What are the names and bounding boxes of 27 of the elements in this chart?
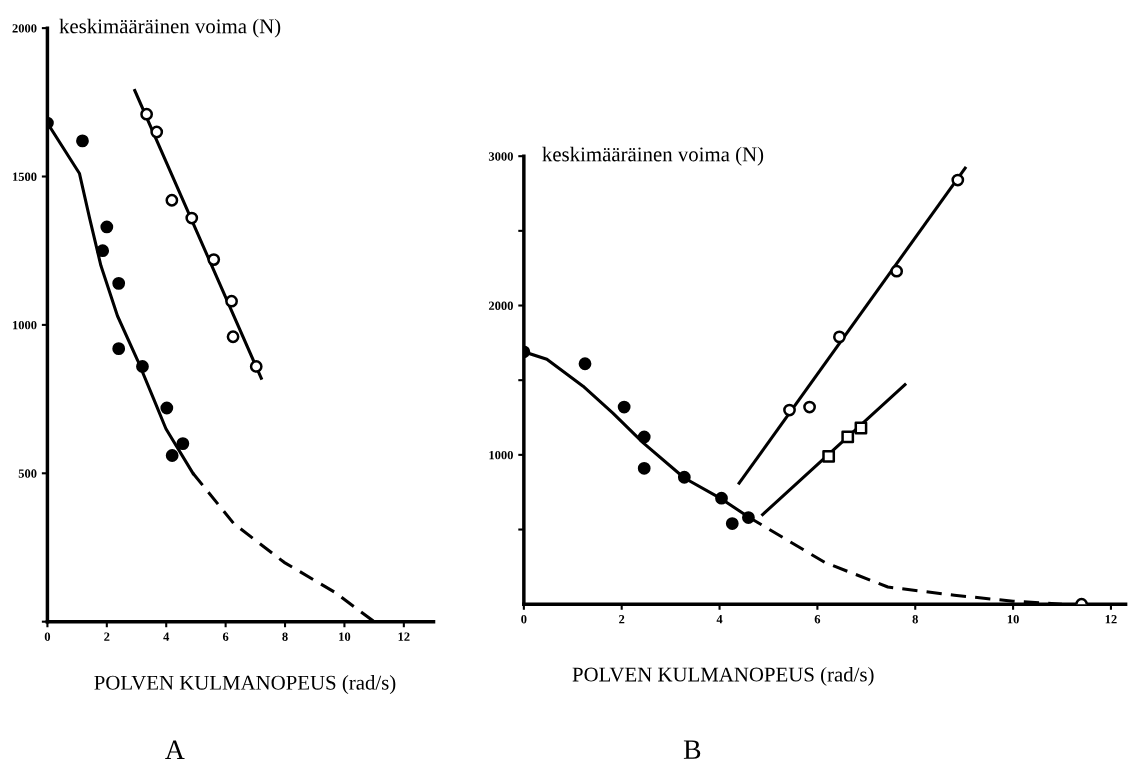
x-tick-label: 12 [1105,615,1117,624]
x-tick-label: 8 [282,632,288,641]
y-tick-label: 1000 [489,450,513,460]
text: B [683,740,701,759]
y-tick-label: 500 [18,469,37,478]
x-tick-label: 10 [339,632,351,641]
x-tick-label: 4 [716,615,723,624]
x-tick-label: 2 [104,632,110,641]
x-tick-label: 0 [44,632,51,641]
x-tick-label: 6 [814,615,821,624]
text: A [165,740,185,759]
y-tick-label: 2000 [488,301,513,310]
y-tick-label: 3000 [488,152,513,161]
x-tick-label: 6 [222,632,229,641]
x-tick-label: 8 [912,614,918,624]
y-tick-label: 2000 [12,24,37,33]
y-tick-label: 1500 [13,172,37,181]
x-tick-label: 10 [1007,614,1019,624]
y-axis-title: keskimääräinen voima (N) [542,146,764,166]
x-tick-label: 12 [398,632,410,641]
x-tick-label: 0 [521,614,527,624]
x-tick-label: 4 [163,632,170,641]
y-tick-label: 1000 [13,320,37,330]
y-axis-title: keskimääräinen voima (N) [59,18,281,38]
x-tick-label: 2 [619,615,625,624]
x-axis-title: POLVEN KULMANOPEUS (rad/s) [94,675,396,694]
x-axis-title: POLVEN KULMANOPEUS (rad/s) [572,666,874,686]
